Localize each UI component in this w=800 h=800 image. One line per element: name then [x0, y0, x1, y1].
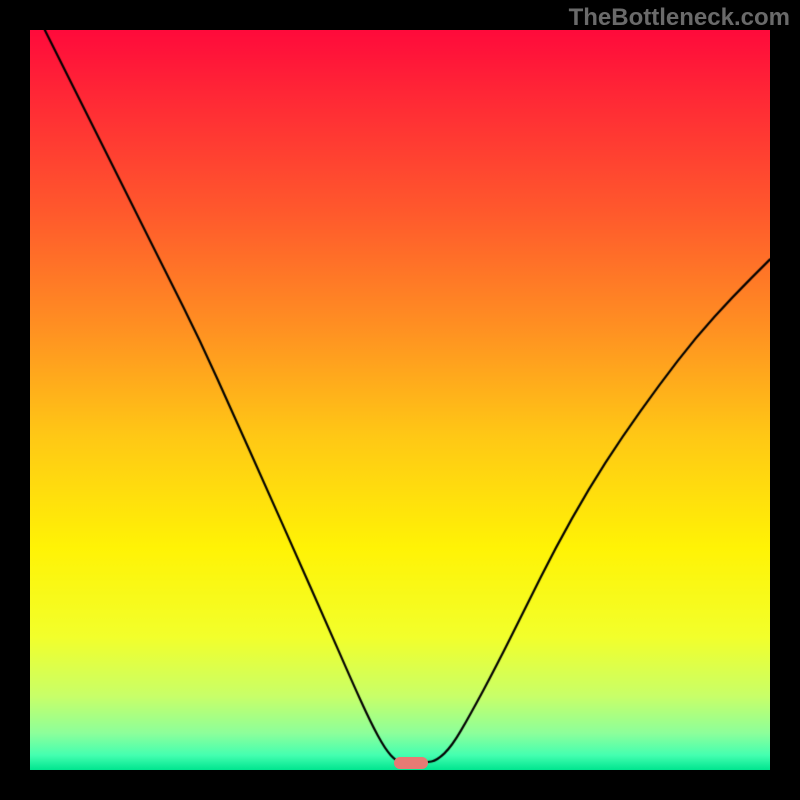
bottleneck-curve	[30, 30, 770, 770]
watermark-label: TheBottleneck.com	[569, 4, 790, 32]
plot-area	[30, 30, 770, 770]
optimal-point-marker	[394, 757, 428, 769]
